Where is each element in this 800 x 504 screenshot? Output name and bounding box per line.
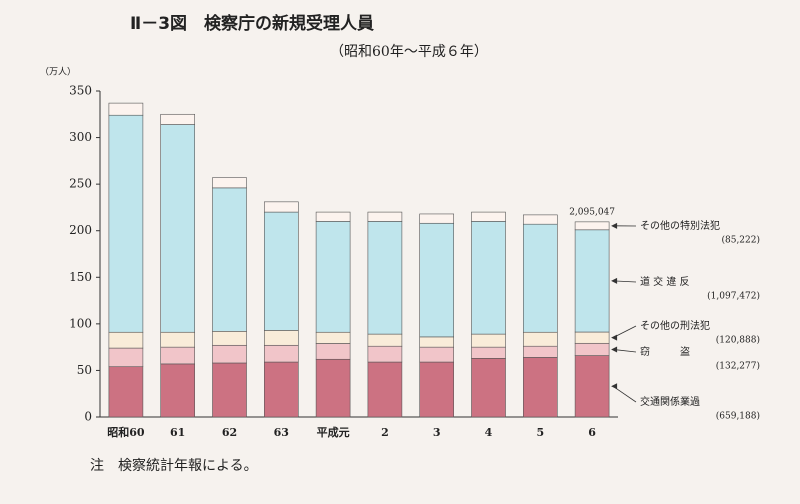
bar-segment xyxy=(471,221,506,335)
bar-segment xyxy=(419,213,455,224)
bar-segment xyxy=(471,346,506,359)
legend-value: (1,097,472) xyxy=(707,291,760,302)
x-tick-label: 3 xyxy=(433,426,441,439)
bar-segment xyxy=(367,221,403,335)
legend-arrowhead xyxy=(611,277,618,284)
legend-label: その他の刑法犯 xyxy=(640,319,710,332)
bar-segment xyxy=(419,346,455,363)
y-tick-label: 100 xyxy=(69,316,92,330)
legend-arrowhead xyxy=(611,222,618,229)
y-tick-label: 0 xyxy=(84,410,92,424)
bar-segment xyxy=(315,331,351,344)
x-tick-label: 6 xyxy=(588,426,596,439)
legend-value: (85,222) xyxy=(721,235,760,246)
legend-arrowhead xyxy=(611,334,618,341)
y-axis-label: （万人） xyxy=(40,67,76,78)
legend-label: 道 交 違 反 xyxy=(640,275,690,288)
bar-segment xyxy=(367,333,403,347)
bar-segment xyxy=(367,211,403,222)
x-tick-label: 5 xyxy=(536,426,544,439)
bar-segment xyxy=(108,102,144,116)
bar-segment xyxy=(160,124,195,333)
legend-value: (120,888) xyxy=(716,335,760,346)
legend-label: 交通関係業過 xyxy=(640,395,700,408)
bar-segment xyxy=(522,331,558,347)
chart-subtitle: （昭和60年～平成６年） xyxy=(330,44,488,60)
bar-segment xyxy=(212,177,247,189)
y-tick-label: 150 xyxy=(69,270,92,284)
bar-segment xyxy=(212,331,247,346)
x-tick-label: 4 xyxy=(485,426,493,439)
bar-segment xyxy=(522,214,558,225)
bar-segment xyxy=(263,211,299,331)
bar-segment xyxy=(574,342,610,356)
bar-segment xyxy=(315,358,351,418)
bar-segment xyxy=(108,366,144,418)
legend-arrowhead xyxy=(611,383,618,390)
legend-value: (659,188) xyxy=(716,411,760,422)
bar-segment xyxy=(574,331,610,344)
bar-segment xyxy=(419,361,455,418)
note: 注 検察統計年報による。 xyxy=(90,457,258,474)
legend-value: (132,277) xyxy=(716,361,760,372)
bar-segment xyxy=(315,211,351,222)
bar-segment xyxy=(367,361,403,418)
bar-segment xyxy=(212,187,247,332)
x-tick-label: 63 xyxy=(274,426,289,439)
bar-segment xyxy=(574,221,610,231)
bar-segment xyxy=(471,358,506,418)
bar-segment xyxy=(108,331,144,349)
y-tick-label: 50 xyxy=(77,363,92,377)
bar-segment xyxy=(263,344,299,363)
bar-segment xyxy=(574,355,610,418)
bar-segment xyxy=(108,114,144,333)
total-label: 2,095,047 xyxy=(569,207,615,217)
bar-segment xyxy=(263,361,299,418)
legend-arrowhead xyxy=(611,346,618,353)
bar-segment xyxy=(522,357,558,418)
bar-segment xyxy=(315,343,351,360)
x-tick-label: 2 xyxy=(381,426,389,439)
bar-segment xyxy=(160,346,195,365)
x-tick-label: 昭和60 xyxy=(107,425,145,439)
y-tick-label: 250 xyxy=(69,177,92,191)
bar-segment xyxy=(522,345,558,358)
bar-segment xyxy=(212,344,247,364)
y-tick-label: 300 xyxy=(69,130,92,144)
bar-segment xyxy=(263,201,299,213)
bar-segment xyxy=(522,223,558,333)
bar-segment xyxy=(263,330,299,346)
bar-segment xyxy=(419,336,455,348)
x-tick-label: 平成元 xyxy=(317,425,350,439)
x-tick-label: 62 xyxy=(222,426,237,439)
bar-segment xyxy=(160,331,195,348)
bar-segment xyxy=(367,345,403,363)
legend-label: その他の特別法犯 xyxy=(640,219,720,232)
bar-segment xyxy=(108,347,144,368)
bar-segment xyxy=(160,363,195,418)
bar-segment xyxy=(574,229,610,333)
bar-segment xyxy=(315,221,351,333)
y-tick-label: 350 xyxy=(69,84,92,98)
bar-segment xyxy=(471,333,506,348)
x-tick-label: 61 xyxy=(170,426,185,439)
chart-title: Ⅱ－3図 検察庁の新規受理人員 xyxy=(130,13,374,34)
y-tick-label: 200 xyxy=(69,223,92,237)
bar-segment xyxy=(471,211,506,222)
legend-label: 窃 盗 xyxy=(640,345,690,358)
bar-segment xyxy=(160,113,195,125)
bar-segment xyxy=(212,362,247,418)
bar-segment xyxy=(419,222,455,338)
